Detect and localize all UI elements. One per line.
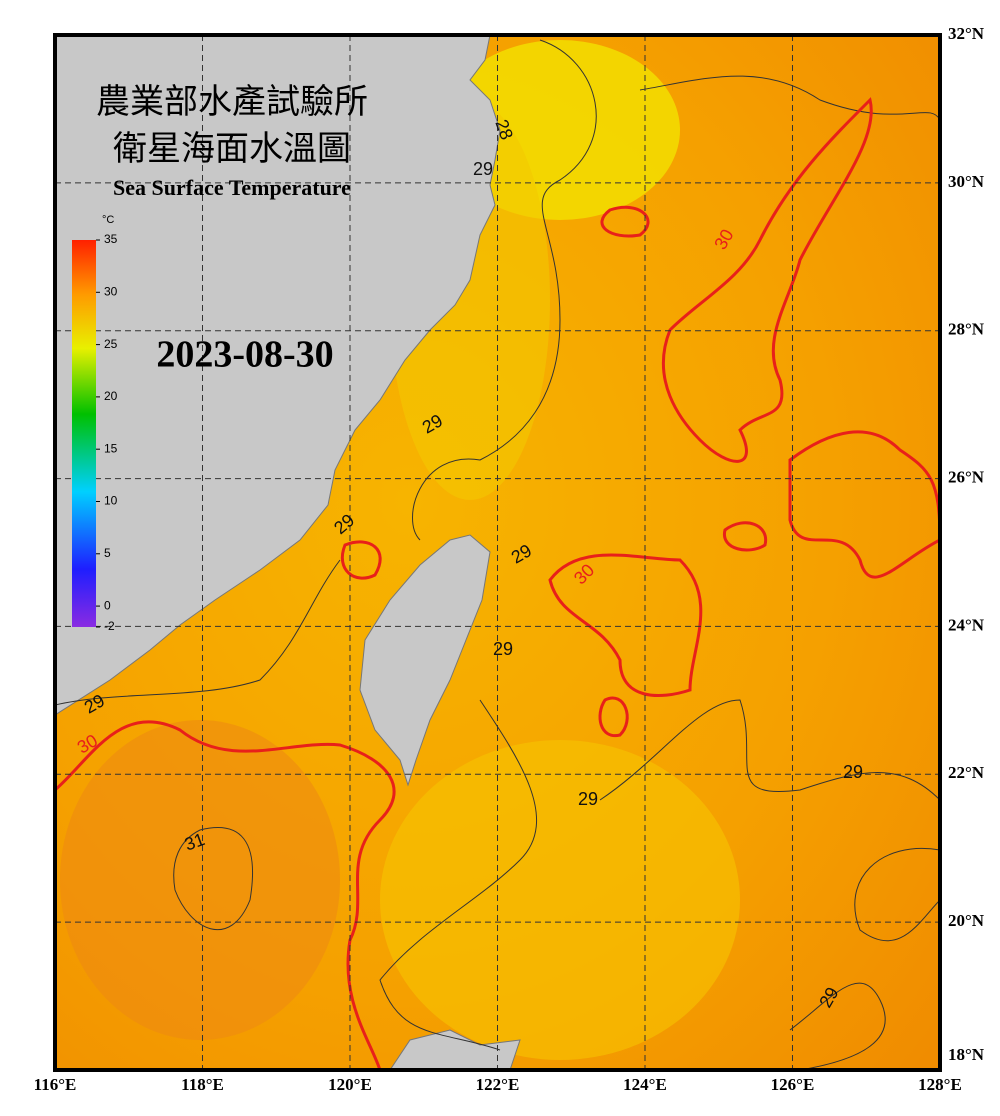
lon-tick-label: 116°E bbox=[34, 1075, 77, 1094]
colorbar-ticks: 35 30 25 20 15 10 5 0 -2 bbox=[96, 232, 118, 633]
colorbar-tick-label: 20 bbox=[104, 389, 118, 403]
land-china bbox=[55, 35, 501, 716]
contour-label: 29 bbox=[843, 762, 863, 782]
map-frame bbox=[53, 33, 942, 1072]
cool-water bbox=[380, 740, 740, 1060]
title: 農業部水產試驗所 bbox=[96, 83, 368, 121]
lon-tick-label: 122°E bbox=[476, 1075, 520, 1094]
contour-label: 29 bbox=[493, 639, 513, 659]
lon-tick-label: 124°E bbox=[623, 1075, 667, 1094]
lat-tick-label: 28°N bbox=[948, 320, 985, 339]
lat-tick-label: 18°N bbox=[948, 1045, 985, 1064]
date: 2023-08-30 bbox=[156, 334, 333, 376]
colorbar bbox=[72, 240, 96, 627]
colorbar-tick-label: 35 bbox=[104, 232, 118, 246]
lon-tick-label: 128°E bbox=[918, 1075, 962, 1094]
colorbar-tick-label: 10 bbox=[104, 494, 118, 508]
lon-tick-label: 120°E bbox=[328, 1075, 372, 1094]
colorbar-tick-label: 5 bbox=[104, 546, 111, 560]
graticule bbox=[55, 35, 940, 1070]
colorbar-tick-label: 25 bbox=[104, 337, 118, 351]
lon-tick-label: 126°E bbox=[771, 1075, 815, 1094]
colorbar-tick-label: 0 bbox=[104, 598, 111, 612]
isotherms bbox=[55, 39, 940, 1070]
warm-water bbox=[60, 720, 340, 1040]
colorbar-unit: °C bbox=[102, 214, 114, 226]
contour-label: 29 bbox=[473, 159, 493, 179]
lat-tick-label: 20°N bbox=[948, 911, 985, 930]
colorbar-tick-label: 15 bbox=[104, 441, 118, 455]
colorbar-tick-label: 30 bbox=[104, 284, 118, 298]
title: 衛星海面水溫圖 bbox=[113, 130, 351, 168]
land-luzon bbox=[389, 1029, 521, 1070]
lat-tick-label: 26°N bbox=[948, 467, 985, 486]
lat-tick-label: 30°N bbox=[948, 172, 985, 191]
lat-tick-label: 24°N bbox=[948, 615, 985, 634]
lon-tick-label: 118°E bbox=[181, 1075, 224, 1094]
lat-tick-label: 32°N bbox=[948, 24, 985, 43]
land-taiwan bbox=[359, 534, 491, 787]
lat-tick-label: 22°N bbox=[948, 763, 985, 782]
subtitle: Sea Surface Temperature bbox=[113, 175, 351, 200]
axis-labels: 116°E 118°E 120°E 122°E 124°E 126°E 128°E 18°N 2… bbox=[34, 24, 985, 1094]
colorbar-tick-label: -2 bbox=[104, 619, 115, 633]
contour-label: 29 bbox=[578, 789, 598, 809]
